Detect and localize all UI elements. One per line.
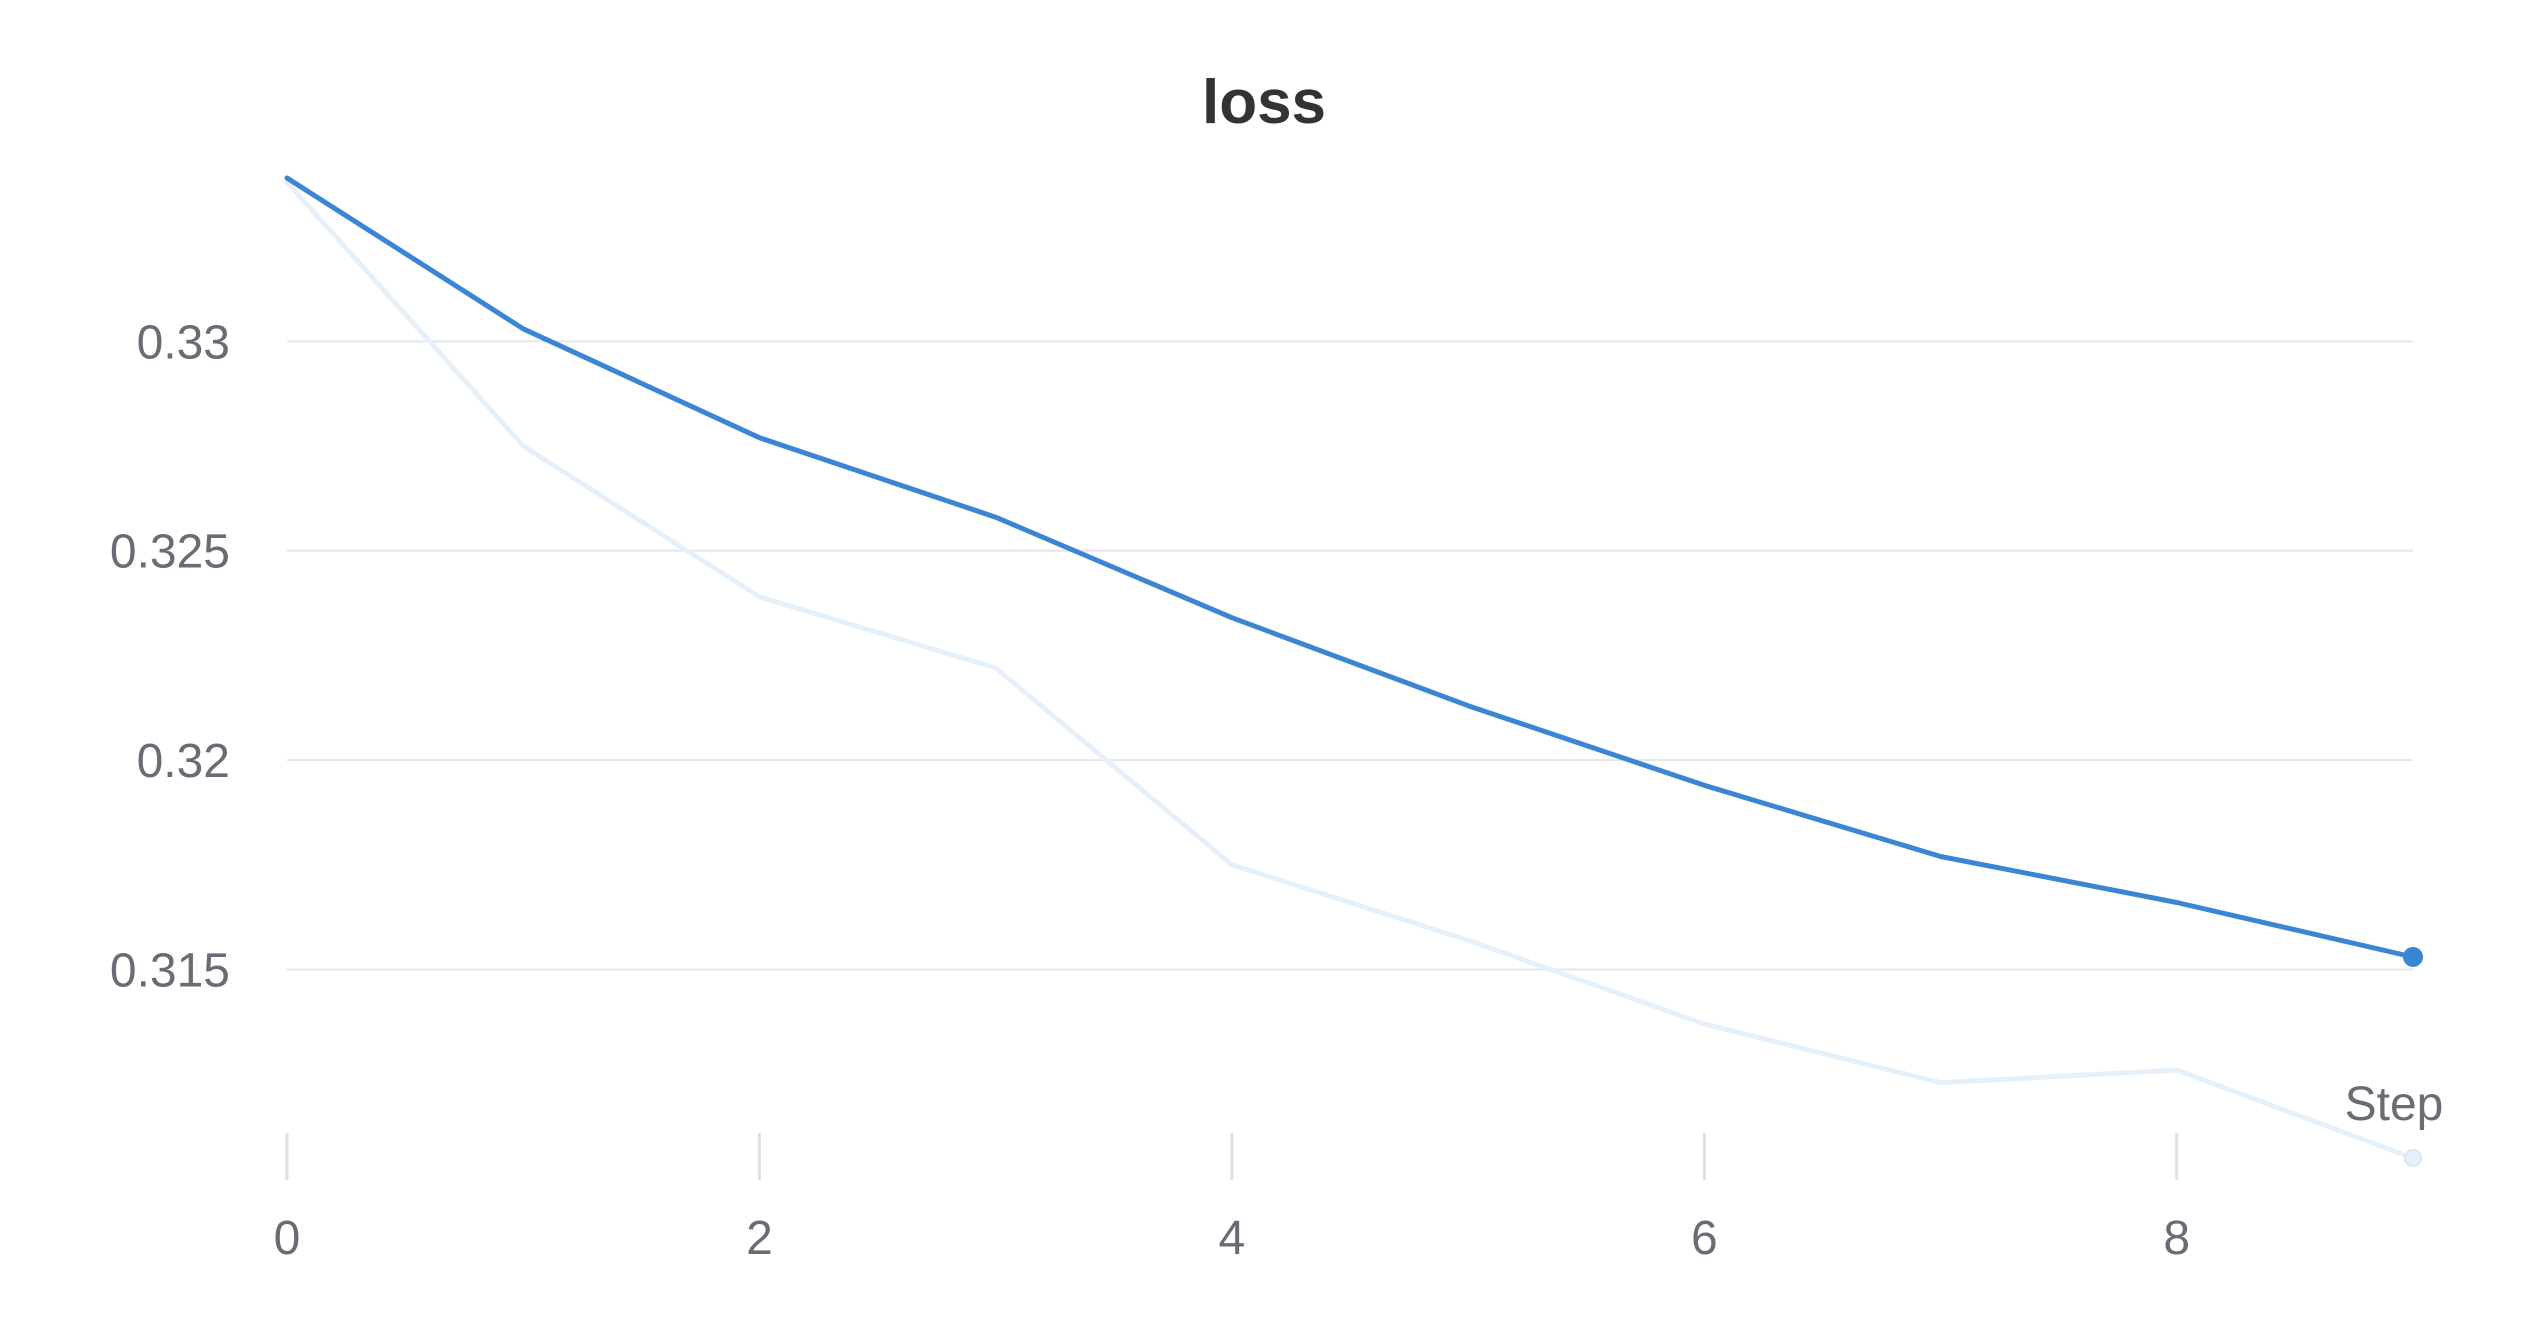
y-tick-label: 0.325 xyxy=(110,526,230,579)
x-tick-label: 0 xyxy=(274,1212,301,1265)
smoothed-loss-line xyxy=(284,175,2416,960)
y-tick-label: 0.33 xyxy=(137,316,230,369)
raw-last-point[interactable] xyxy=(2404,1149,2422,1167)
y-tick-label: 0.32 xyxy=(137,735,230,788)
x-tick-label: 6 xyxy=(1691,1212,1718,1265)
grid-lines xyxy=(287,340,2413,971)
x-axis-label: Step xyxy=(2345,1078,2444,1131)
y-axis-ticks: 0.315 0.32 0.325 0.33 xyxy=(110,316,230,997)
raw-loss-line xyxy=(284,179,2416,1161)
x-tick-label: 4 xyxy=(1219,1212,1246,1265)
smoothed-last-point[interactable] xyxy=(2403,946,2423,967)
y-tick-label: 0.315 xyxy=(110,945,230,998)
series-lines xyxy=(284,175,2416,1161)
x-tick-label: 8 xyxy=(2163,1212,2190,1265)
x-tick-label: 2 xyxy=(746,1212,773,1265)
chart-title: loss xyxy=(1202,68,1326,137)
x-axis-ticks: 0 2 4 6 8 xyxy=(274,1133,2190,1265)
series-end-points[interactable] xyxy=(2403,946,2423,1167)
